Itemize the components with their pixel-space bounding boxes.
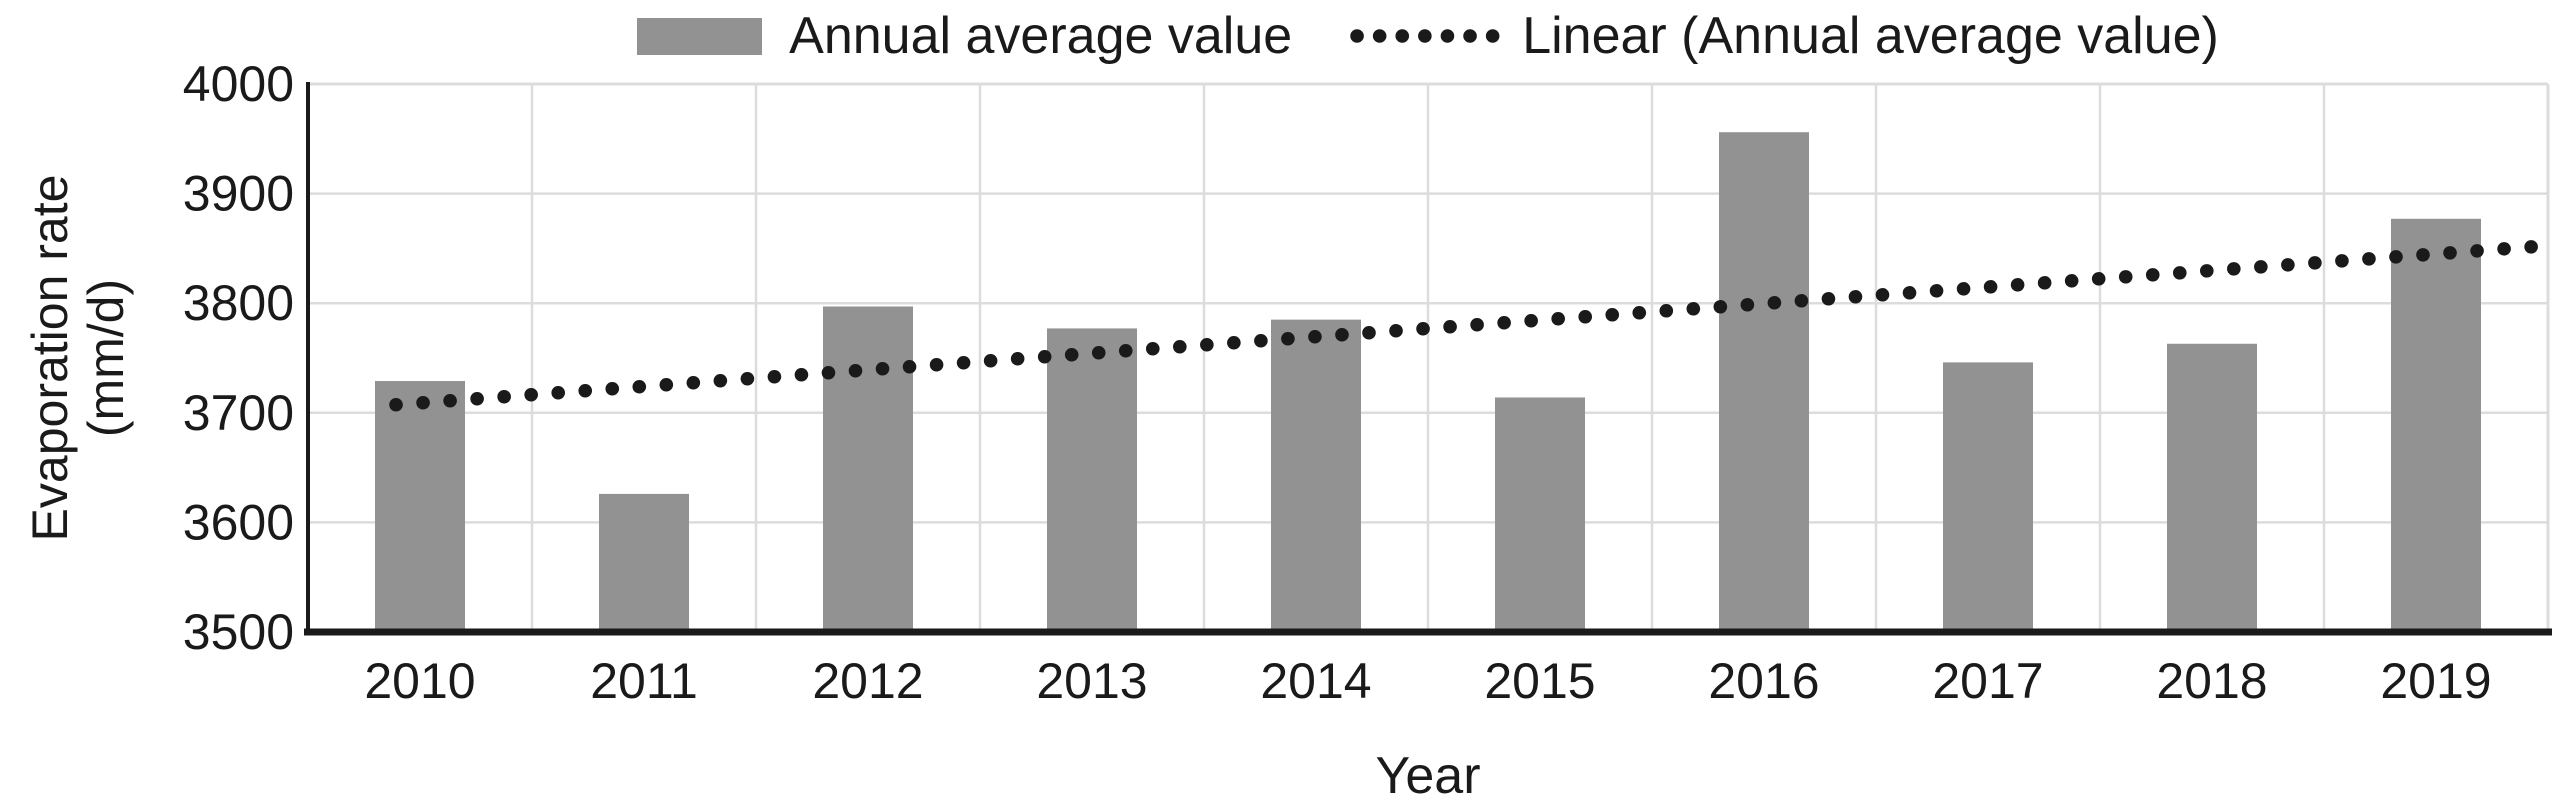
legend-series-label: Annual average value	[789, 7, 1293, 65]
x-tick-label-2012: 2012	[812, 653, 923, 709]
chart-legend: Annual average value Linear (Annual aver…	[308, 6, 2548, 66]
x-tick-label-2019: 2019	[2380, 653, 2491, 709]
y-tick-label-3500: 3500	[183, 604, 294, 660]
bar-series-swatch-icon	[637, 17, 763, 55]
x-tick-label-2010: 2010	[364, 653, 475, 709]
legend-item-annual-average: Annual average value	[637, 6, 1292, 66]
x-tick-label-2015: 2015	[1484, 653, 1595, 709]
x-tick-label-2016: 2016	[1708, 653, 1819, 709]
trendline-dotted	[389, 239, 2545, 412]
bar-2012	[823, 306, 913, 632]
dotted-line-sample-icon	[1350, 29, 1500, 43]
legend-trend-label: Linear (Annual average value)	[1522, 7, 2219, 65]
bar-2016	[1719, 132, 1809, 632]
bar-2015	[1495, 397, 1585, 632]
y-tick-label-3800: 3800	[183, 275, 294, 331]
x-tick-label-2013: 2013	[1036, 653, 1147, 709]
bar-2014	[1271, 319, 1361, 632]
x-axis-title: Year	[1375, 747, 1481, 805]
x-tick-label-2014: 2014	[1260, 653, 1371, 709]
y-tick-label-3600: 3600	[183, 494, 294, 550]
y-tick-label-3700: 3700	[183, 385, 294, 441]
y-tick-label-4000: 4000	[183, 56, 294, 112]
x-tick-label-2017: 2017	[1932, 653, 2043, 709]
x-tick-label-2018: 2018	[2156, 653, 2267, 709]
bar-2013	[1047, 328, 1137, 632]
bar-2010	[375, 381, 465, 632]
bar-2018	[2167, 343, 2257, 632]
y-tick-label-3900: 3900	[183, 166, 294, 222]
legend-item-linear-trend: Linear (Annual average value)	[1348, 6, 2219, 66]
bar-2017	[1943, 362, 2033, 632]
bar-2019	[2391, 218, 2481, 633]
bar-2011	[599, 493, 689, 632]
x-tick-label-2011: 2011	[590, 653, 698, 709]
